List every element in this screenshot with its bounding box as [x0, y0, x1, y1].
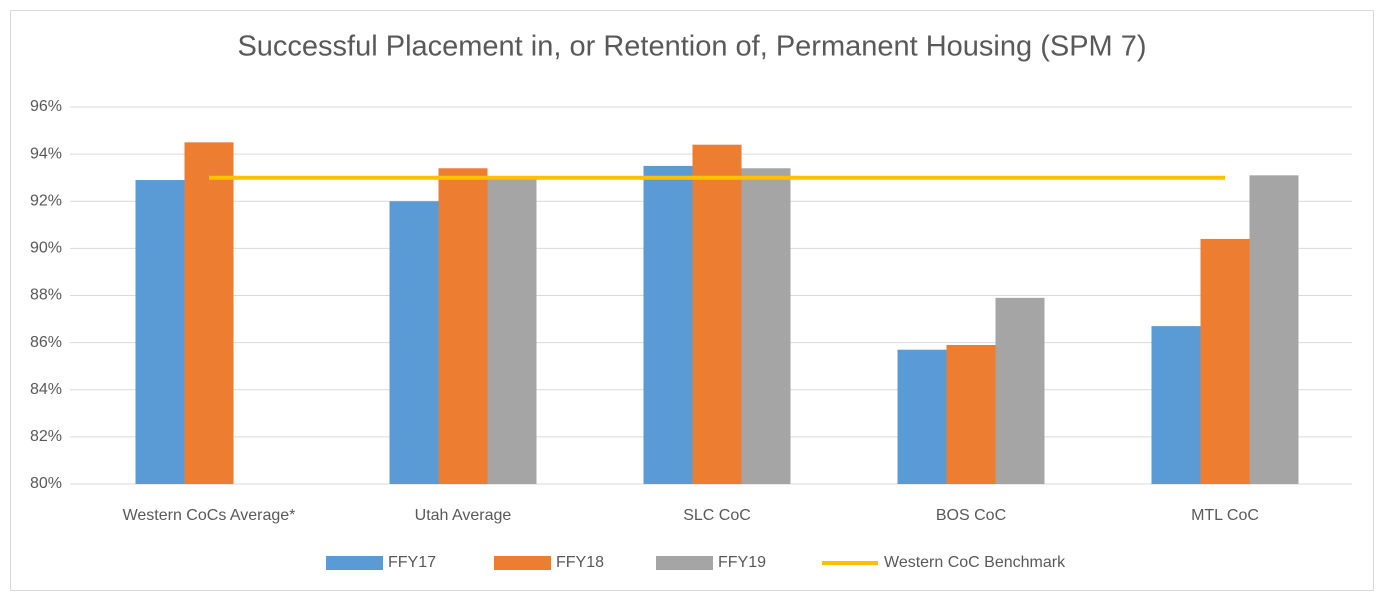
bar — [946, 344, 996, 484]
legend-label: Western CoC Benchmark — [884, 554, 1066, 571]
bar — [1151, 326, 1201, 484]
bar — [487, 177, 537, 484]
y-tick-label: 94% — [30, 145, 62, 162]
x-tick-label: MTL CoC — [1191, 507, 1259, 524]
bar — [1200, 238, 1250, 484]
legend-label: FFY18 — [556, 554, 604, 571]
y-tick-label: 82% — [30, 428, 62, 445]
legend-label: FFY19 — [718, 554, 766, 571]
y-tick-label: 90% — [30, 240, 62, 257]
legend-swatch — [494, 556, 551, 570]
y-tick-label: 88% — [30, 287, 62, 304]
y-tick-label: 92% — [30, 192, 62, 209]
bar — [438, 168, 488, 484]
bar — [389, 201, 439, 484]
legend-swatch — [326, 556, 383, 570]
bar — [897, 349, 947, 484]
x-tick-label: SLC CoC — [683, 507, 751, 524]
x-tick-label: BOS CoC — [936, 507, 1006, 524]
bar — [1249, 175, 1299, 485]
chart-title: Successful Placement in, or Retention of… — [237, 31, 1146, 63]
y-tick-label: 84% — [30, 381, 62, 398]
legend-swatch — [656, 556, 713, 570]
x-tick-label: Utah Average — [415, 507, 512, 524]
y-tick-label: 96% — [30, 98, 62, 115]
bar — [643, 165, 693, 484]
bar — [995, 297, 1045, 484]
bar — [184, 142, 234, 484]
x-tick-label: Western CoCs Average* — [123, 507, 296, 524]
bar — [135, 180, 185, 484]
bar — [692, 144, 742, 484]
y-tick-label: 80% — [30, 475, 62, 492]
legend-label: FFY17 — [388, 554, 436, 571]
y-tick-label: 86% — [30, 334, 62, 351]
bar — [741, 168, 791, 484]
